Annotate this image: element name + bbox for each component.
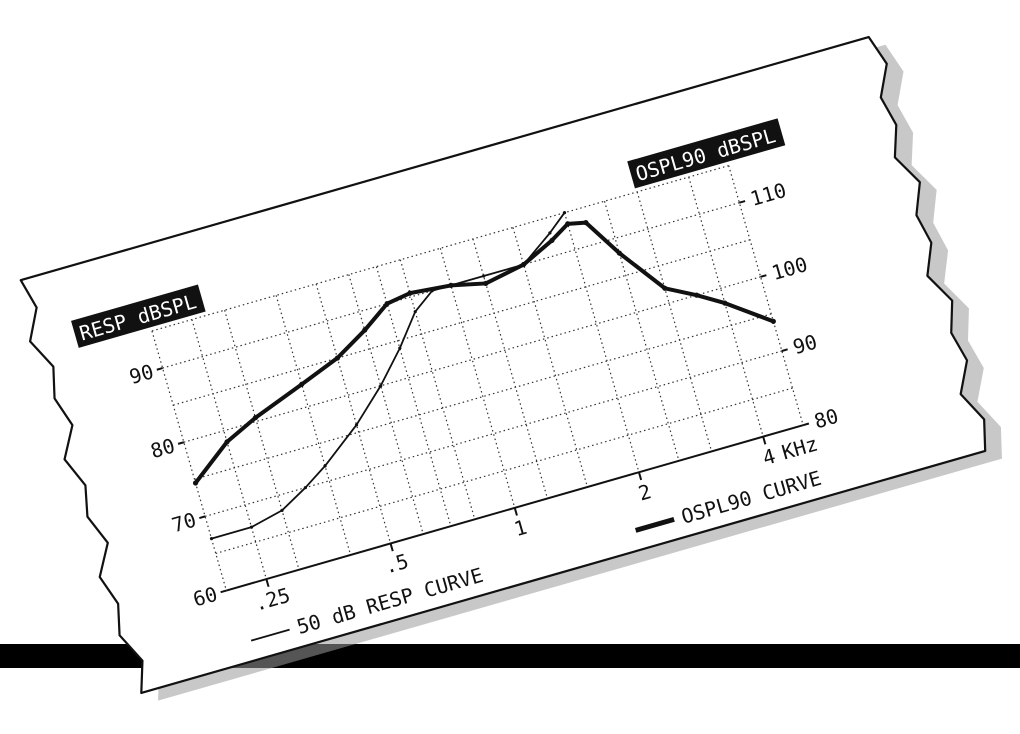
- data-point: [662, 285, 668, 291]
- data-point: [398, 346, 402, 350]
- data-point: [522, 262, 526, 267]
- legend-swatch: [634, 516, 675, 533]
- grid-line-horizontal: [194, 313, 772, 480]
- data-point: [323, 464, 327, 468]
- grid-line-horizontal: [183, 276, 761, 443]
- grid-line-vertical: [275, 295, 352, 556]
- x-tick-mark: [389, 543, 394, 552]
- data-point: [384, 301, 390, 307]
- data-point: [770, 318, 776, 324]
- right-tick-mark: [781, 348, 788, 352]
- grid-line-vertical: [512, 227, 588, 488]
- data-point: [379, 384, 383, 388]
- data-point: [549, 237, 555, 243]
- grid-line-horizontal: [151, 165, 729, 332]
- grid-line-vertical: [439, 248, 516, 509]
- grid-line-vertical: [315, 283, 392, 544]
- series-resp-curve: [209, 211, 567, 541]
- grid-line-vertical: [563, 212, 640, 473]
- legend-swatch: [250, 628, 290, 642]
- x-tick-mark: [265, 578, 270, 588]
- series-ospl90-curve: [192, 220, 776, 486]
- data-point: [299, 381, 305, 387]
- data-point: [722, 300, 728, 306]
- data-point: [362, 327, 368, 333]
- left-tick-mark: [156, 367, 163, 371]
- data-point: [249, 525, 254, 529]
- data-point: [209, 537, 214, 541]
- data-point: [583, 220, 589, 226]
- data-point: [562, 211, 567, 215]
- x-tick-mark: [762, 436, 767, 445]
- data-point: [334, 355, 340, 361]
- right-tick-mark: [739, 200, 746, 204]
- data-point: [694, 292, 700, 298]
- data-point: [565, 221, 571, 227]
- data-point: [548, 231, 552, 235]
- data-point: [430, 289, 434, 293]
- data-point: [407, 290, 413, 296]
- x-tick-mark: [637, 471, 643, 481]
- left-tick-mark: [199, 515, 206, 519]
- grid-line-horizontal: [162, 202, 740, 369]
- grid-line-horizontal: [204, 350, 783, 517]
- data-point: [449, 283, 453, 287]
- left-axis-title-bg: [71, 284, 206, 348]
- data-point: [616, 250, 622, 256]
- data-point: [482, 274, 486, 278]
- right-tick-mark: [760, 274, 767, 278]
- right-axis-title-bg: [627, 118, 786, 189]
- left-tick-mark: [177, 441, 185, 445]
- grid-line-vertical: [399, 259, 476, 520]
- data-point: [224, 439, 230, 445]
- data-point: [303, 486, 307, 490]
- x-tick-mark: [513, 507, 518, 516]
- left-tick-mark: [220, 589, 227, 594]
- data-point: [252, 415, 259, 421]
- data-point: [354, 423, 359, 427]
- data-point: [280, 508, 284, 512]
- data-point: [483, 280, 489, 287]
- grid-line-horizontal: [173, 239, 751, 406]
- data-point: [413, 310, 417, 314]
- right-tick-mark: [802, 422, 810, 427]
- data-point: [192, 480, 199, 486]
- grid-line-horizontal: [215, 387, 793, 555]
